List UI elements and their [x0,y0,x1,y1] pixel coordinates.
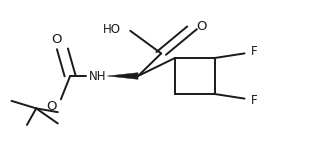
Text: F: F [251,45,258,58]
Polygon shape [107,73,138,79]
Text: NH: NH [89,69,107,83]
Text: O: O [196,20,206,33]
Text: HO: HO [103,23,121,36]
Text: O: O [46,100,57,113]
Text: O: O [51,33,61,46]
Text: F: F [251,94,258,107]
